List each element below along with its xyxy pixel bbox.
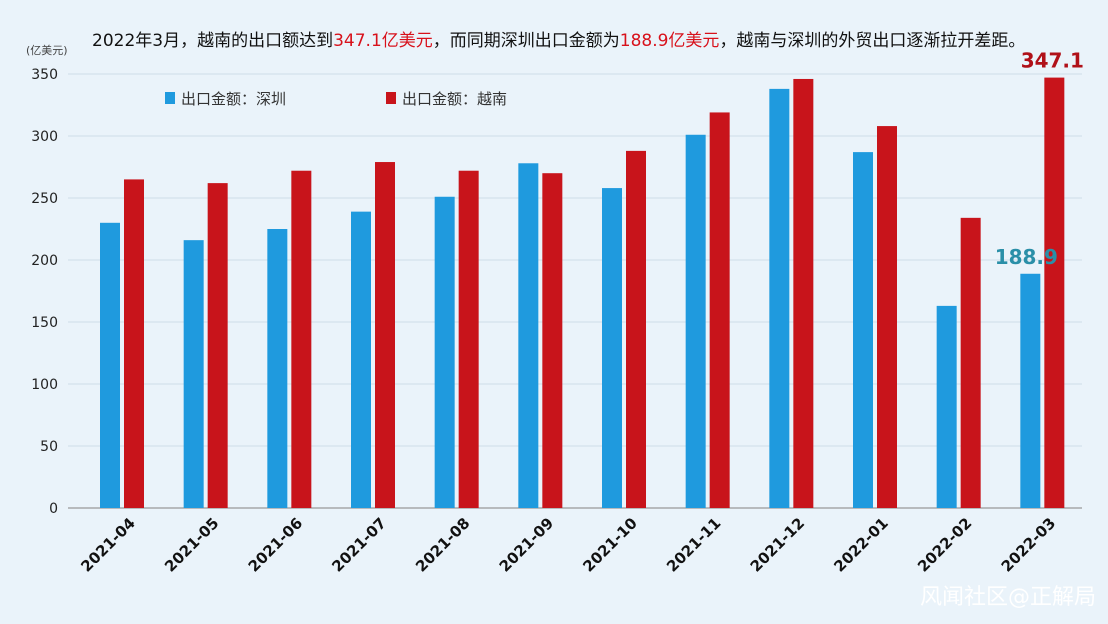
x-tick-label: 2021-11 (663, 514, 724, 575)
legend-label: 出口金额：深圳 (181, 90, 286, 108)
bar-vietnam-2021-07 (375, 162, 395, 509)
bar-vietnam-2022-02 (960, 217, 981, 508)
bar-shenzhen-2021-11 (685, 134, 706, 508)
bar-vietnam-2021-10 (626, 150, 646, 508)
legend-swatch (165, 92, 175, 104)
chart-title: 2022年3月，越南的出口额达到347.1亿美元，而同期深圳出口金额为188.9… (92, 31, 1025, 51)
title-highlight: 347.1亿美元 (333, 31, 433, 51)
x-axis-ticks: 2021-04 2021-05 2021-06 2021-07 2021-08 2021-… (77, 514, 1059, 575)
data-label: 188.9 (995, 245, 1058, 269)
watermark: 风闻社区@正解局 (920, 585, 1096, 610)
grid-lines (68, 73, 1082, 509)
bar-vietnam-2021-12 (793, 78, 814, 509)
x-tick-label: 2021-09 (496, 514, 557, 575)
bar-vietnam-2021-06 (291, 170, 312, 508)
bar-shenzhen-2021-05 (183, 240, 204, 508)
title-text: ，而同期深圳出口金额为 (433, 31, 620, 51)
x-tick-label: 2022-01 (830, 514, 891, 575)
bar-vietnam-2021-05 (207, 183, 228, 508)
bar-vietnam-2021-11 (709, 112, 730, 508)
bar-vietnam-2021-04 (124, 179, 144, 508)
x-tick-label: 2021-07 (328, 514, 389, 575)
bar-shenzhen-2021-04 (100, 222, 120, 509)
bar-shenzhen-2022-02 (936, 305, 957, 508)
bar-shenzhen-2021-06 (267, 229, 288, 508)
legend-swatch (386, 92, 396, 104)
bar-shenzhen-2022-03 (1020, 273, 1041, 508)
legend: 出口金额：深圳 出口金额：越南 (165, 90, 507, 108)
y-tick-label: 100 (31, 377, 58, 393)
bar-vietnam-2021-08 (458, 170, 479, 508)
title-highlight: 188.9亿美元 (620, 31, 720, 51)
data-label: 347.1 (1021, 49, 1084, 73)
y-tick-label: 250 (31, 191, 58, 207)
x-tick-label: 2022-02 (914, 514, 975, 575)
y-axis-label: (亿美元) (26, 44, 68, 57)
y-tick-label: 350 (31, 67, 58, 83)
x-tick-label: 2021-06 (245, 514, 306, 575)
y-tick-label: 50 (40, 439, 58, 455)
x-tick-label: 2021-08 (412, 514, 473, 575)
y-tick-label: 300 (31, 129, 58, 145)
bar-shenzhen-2021-12 (769, 88, 790, 508)
title-text: 2022年3月，越南的出口额达到 (92, 31, 333, 51)
x-tick-label: 2022-03 (998, 514, 1059, 575)
bar-vietnam-2022-03 (1044, 77, 1065, 508)
y-tick-label: 200 (31, 253, 58, 269)
bar-vietnam-2022-01 (877, 126, 897, 508)
bar-vietnam-2021-09 (542, 173, 563, 508)
x-tick-label: 2021-05 (161, 514, 222, 575)
bar-shenzhen-2021-09 (518, 163, 539, 508)
bar-shenzhen-2021-10 (602, 188, 622, 508)
annotations: 188.9 347.1 (995, 49, 1084, 269)
bars (100, 77, 1065, 509)
x-tick-label: 2021-10 (579, 514, 640, 575)
y-axis-ticks: 0 50 100 150 200 250 300 350 (31, 67, 58, 517)
legend-label: 出口金额：越南 (402, 90, 507, 108)
y-tick-label: 0 (49, 501, 58, 517)
y-tick-label: 150 (31, 315, 58, 331)
bar-shenzhen-2021-07 (351, 211, 371, 508)
x-tick-label: 2021-04 (77, 514, 138, 575)
bar-shenzhen-2022-01 (853, 152, 873, 508)
x-tick-label: 2021-12 (747, 514, 808, 575)
title-text: ，越南与深圳的外贸出口逐渐拉开差距。 (719, 31, 1025, 51)
bar-shenzhen-2021-08 (434, 196, 455, 508)
